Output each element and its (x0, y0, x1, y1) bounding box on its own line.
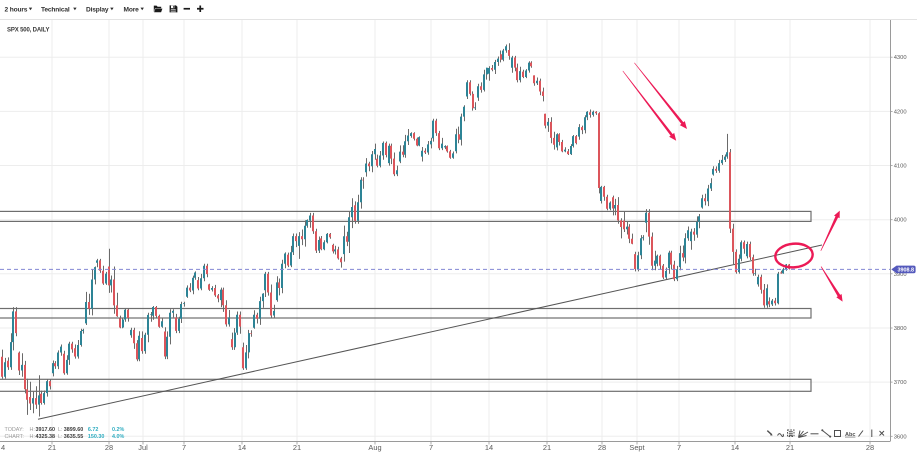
svg-text:4: 4 (1, 443, 5, 452)
svg-text:2 hours: 2 hours (5, 7, 28, 14)
svg-text:21: 21 (48, 443, 56, 452)
svg-text:3900: 3900 (894, 272, 907, 278)
svg-text:Abc: Abc (845, 432, 855, 438)
svg-text:H:: H: (30, 427, 35, 433)
svg-text:L:: L: (58, 427, 63, 433)
svg-text:7: 7 (677, 443, 681, 452)
svg-text:4300: 4300 (894, 55, 907, 61)
svg-text:3908.8: 3908.8 (898, 268, 915, 274)
svg-text:14: 14 (485, 443, 493, 452)
svg-text:21: 21 (543, 443, 551, 452)
svg-text:28: 28 (866, 443, 874, 452)
svg-text:28: 28 (105, 443, 113, 452)
svg-text:Aug: Aug (368, 443, 381, 452)
svg-text:3800: 3800 (894, 326, 907, 332)
svg-text:SPX 500, DAILY: SPX 500, DAILY (7, 28, 50, 34)
svg-text:3635.55: 3635.55 (64, 434, 84, 440)
svg-text:Jul: Jul (138, 443, 148, 452)
svg-text:3917.60: 3917.60 (36, 427, 56, 433)
svg-text:3899.60: 3899.60 (64, 427, 84, 433)
svg-text:3700: 3700 (894, 380, 907, 386)
svg-text:4325.38: 4325.38 (36, 434, 56, 440)
svg-text:4000: 4000 (894, 218, 907, 224)
svg-text:CHART:: CHART: (5, 434, 24, 440)
svg-text:Sept: Sept (629, 443, 644, 452)
svg-text:6.72: 6.72 (88, 427, 99, 433)
svg-text:Display: Display (86, 7, 109, 14)
svg-text:L:: L: (58, 434, 63, 440)
svg-text:14: 14 (238, 443, 246, 452)
svg-text:28: 28 (598, 443, 606, 452)
svg-text:TODAY:: TODAY: (5, 427, 24, 433)
svg-text:4.0%: 4.0% (112, 434, 124, 440)
svg-text:Technical: Technical (41, 7, 70, 14)
svg-text:0.2%: 0.2% (112, 427, 124, 433)
svg-text:150.30: 150.30 (88, 434, 105, 440)
svg-text:21: 21 (293, 443, 301, 452)
svg-text:21: 21 (786, 443, 794, 452)
svg-text:H:: H: (30, 434, 35, 440)
svg-text:4200: 4200 (894, 109, 907, 115)
svg-text:More: More (124, 7, 140, 14)
svg-text:7: 7 (182, 443, 186, 452)
svg-text:4100: 4100 (894, 164, 907, 170)
svg-text:7: 7 (429, 443, 433, 452)
svg-text:3600: 3600 (894, 434, 907, 440)
svg-text:14: 14 (731, 443, 739, 452)
